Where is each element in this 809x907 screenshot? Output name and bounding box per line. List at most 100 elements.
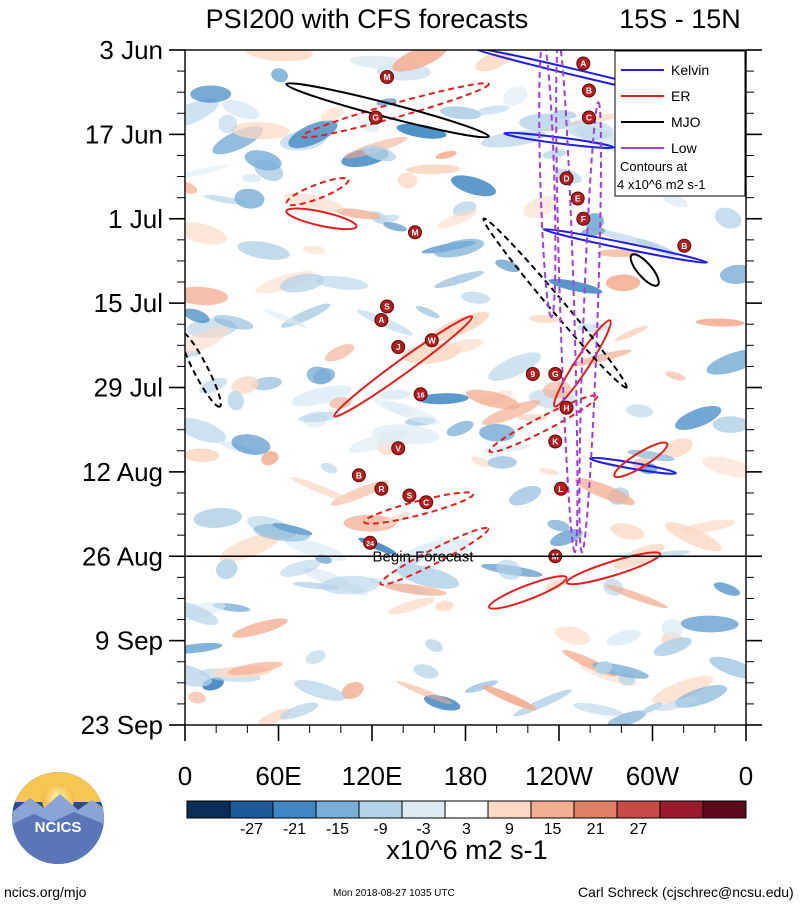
shade-blob bbox=[434, 238, 485, 258]
er-contour bbox=[613, 441, 669, 479]
shade-blob bbox=[653, 637, 692, 657]
colorbar-label: -3 bbox=[416, 821, 430, 838]
shade-blob bbox=[298, 411, 342, 423]
ncics-logo: NCICS bbox=[12, 772, 104, 864]
er-contour bbox=[488, 394, 599, 454]
colorbar-swatch bbox=[530, 800, 575, 819]
shade-blob bbox=[185, 642, 223, 654]
er-contour bbox=[379, 526, 490, 586]
colorbar-swatch bbox=[444, 800, 489, 819]
chart-title: PSI200 with CFS forecasts bbox=[206, 4, 529, 34]
shade-blob bbox=[496, 559, 522, 580]
shade-blob bbox=[185, 286, 229, 306]
er-contour bbox=[553, 319, 612, 408]
shade-blob bbox=[302, 245, 326, 255]
mjo-contour bbox=[629, 253, 660, 287]
shade-blob bbox=[362, 145, 396, 162]
shade-blob bbox=[665, 522, 722, 552]
storm-marker: D bbox=[559, 171, 574, 186]
shade-blob bbox=[388, 597, 435, 615]
shade-blob bbox=[570, 349, 632, 367]
shade-blob bbox=[665, 371, 686, 381]
storm-marker: 16 bbox=[413, 387, 428, 402]
footer-timestamp: Mon 2018-08-27 1035 UTC bbox=[333, 888, 455, 899]
y-tick-label: 1 Jul bbox=[108, 204, 163, 234]
shade-blob bbox=[193, 507, 242, 528]
shade-blob bbox=[475, 105, 510, 115]
colorbar-swatch bbox=[702, 800, 747, 819]
shade-blob bbox=[232, 618, 288, 638]
shade-blob bbox=[610, 523, 645, 540]
svg-text:B: B bbox=[586, 86, 592, 96]
shade-blob bbox=[188, 691, 206, 704]
footer-url[interactable]: ncics.org/mjo bbox=[4, 884, 87, 900]
svg-text:M: M bbox=[383, 72, 390, 82]
shade-blob bbox=[218, 114, 238, 134]
storm-marker: G bbox=[548, 367, 563, 381]
svg-text:J: J bbox=[396, 342, 401, 352]
shade-blob bbox=[434, 270, 484, 289]
shade-blob bbox=[279, 273, 325, 293]
shade-blob bbox=[675, 405, 722, 430]
er-contour bbox=[363, 491, 475, 525]
region-label: 15S - 15N bbox=[619, 4, 741, 34]
shade-blob bbox=[661, 619, 684, 638]
colorbar-swatch bbox=[272, 800, 317, 819]
storm-marker: L bbox=[553, 481, 568, 496]
shade-blob bbox=[437, 209, 477, 229]
storm-marker: H bbox=[559, 400, 574, 415]
storm-marker: C bbox=[419, 495, 434, 510]
shade-blob bbox=[231, 121, 290, 140]
svg-text:S: S bbox=[384, 302, 390, 312]
shade-blob bbox=[719, 264, 746, 284]
svg-text:B: B bbox=[681, 241, 687, 251]
colorbar-swatch bbox=[315, 800, 360, 819]
y-tick-label: 26 Aug bbox=[82, 541, 163, 571]
legend-box bbox=[614, 50, 746, 197]
legend-label: Kelvin bbox=[671, 62, 709, 78]
y-tick-label: 17 Jun bbox=[85, 119, 163, 149]
storm-marker: 24 bbox=[363, 535, 378, 550]
x-tick-label: 0 bbox=[739, 761, 753, 791]
shade-blob bbox=[290, 477, 352, 503]
shade-blob bbox=[320, 575, 380, 595]
shade-blob bbox=[712, 416, 746, 433]
shade-blob bbox=[706, 348, 746, 375]
shade-blob bbox=[435, 600, 454, 612]
shade-blob bbox=[305, 650, 326, 664]
shade-blob bbox=[213, 314, 254, 330]
shade-blob bbox=[517, 414, 548, 421]
shade-blob bbox=[251, 376, 282, 391]
colorbar-label: 3 bbox=[462, 821, 471, 838]
shade-blob bbox=[595, 661, 613, 675]
y-tick-label: 23 Sep bbox=[81, 710, 163, 740]
svg-text:E: E bbox=[575, 194, 581, 204]
shade-blob bbox=[279, 559, 321, 577]
begin-forecast: Begin Forecast bbox=[185, 548, 746, 565]
x-tick-label: 180 bbox=[444, 761, 487, 791]
shade-blob bbox=[374, 399, 414, 416]
storm-marker: B bbox=[351, 468, 366, 483]
shade-blob bbox=[538, 467, 559, 475]
storm-marker: M bbox=[408, 225, 422, 240]
shade-blob bbox=[294, 679, 346, 701]
y-tick-label: 29 Jul bbox=[94, 373, 163, 403]
legend-label: ER bbox=[671, 88, 690, 104]
colorbar-swatch bbox=[487, 800, 532, 819]
shade-blob bbox=[714, 207, 742, 229]
colorbar-label: -15 bbox=[326, 821, 349, 838]
low-contour bbox=[555, 50, 579, 554]
kelvin-contour bbox=[542, 227, 709, 264]
shade-blob bbox=[396, 564, 460, 589]
storm-marker: R bbox=[374, 481, 389, 496]
shade-blob bbox=[481, 400, 541, 426]
shade-blob bbox=[324, 344, 355, 362]
shade-blob bbox=[576, 323, 610, 333]
shade-blob bbox=[384, 583, 447, 596]
shade-blob bbox=[397, 172, 418, 189]
begin-forecast-label: Begin Forecast bbox=[373, 548, 475, 565]
shade-blob bbox=[234, 188, 265, 209]
svg-text:C: C bbox=[423, 497, 429, 507]
shade-blob bbox=[573, 703, 623, 716]
storm-marker: S bbox=[380, 299, 394, 314]
